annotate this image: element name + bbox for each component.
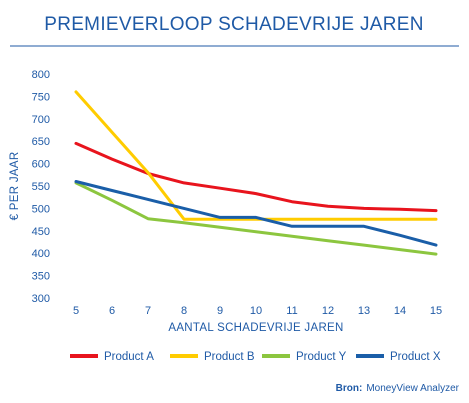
x-tick-label: 11: [286, 305, 297, 317]
series-line-product-b: [74, 90, 438, 221]
series-line-product-a: [74, 141, 438, 213]
x-tick-label: 6: [109, 305, 115, 317]
legend-label: Product X: [390, 351, 441, 363]
x-tick-label: 12: [322, 305, 334, 317]
y-tick-label: 350: [32, 271, 50, 283]
y-tick-label: 650: [32, 136, 50, 148]
legend-label: Product Y: [296, 351, 347, 363]
series-line-product-y: [74, 181, 438, 256]
x-axis-label: AANTAL SCHADEVRIJE JAREN: [168, 322, 343, 334]
x-tick-label: 5: [73, 305, 79, 317]
y-axis-ticks: 300 350 400 450 500 550 600 650 700 750 800: [32, 69, 50, 305]
y-tick-label: 700: [32, 114, 50, 126]
y-tick-label: 800: [32, 69, 50, 81]
x-axis-ticks: 5 6 7 8 9 10 11 12 13 14 15: [73, 305, 442, 317]
x-tick-label: 14: [394, 305, 406, 317]
x-tick-label: 8: [181, 305, 187, 317]
y-tick-label: 300: [32, 293, 50, 305]
x-tick-label: 10: [250, 305, 262, 317]
source-note: Bron: MoneyView Analyzer: [336, 383, 460, 394]
x-tick-label: 9: [217, 305, 223, 317]
series-lines: [74, 90, 438, 256]
source-text: MoneyView Analyzer: [366, 383, 459, 394]
y-tick-label: 600: [32, 159, 50, 171]
chart-title: PREMIEVERLOOP SCHADEVRIJE JAREN: [44, 14, 424, 35]
x-tick-label: 7: [145, 305, 151, 317]
x-tick-label: 13: [358, 305, 370, 317]
series-line-product-x: [74, 180, 438, 247]
y-tick-label: 450: [32, 226, 50, 238]
legend: Product A Product B Product Y Product X: [70, 351, 441, 363]
y-tick-label: 550: [32, 181, 50, 193]
legend-label: Product B: [204, 351, 255, 363]
source-label: Bron:: [336, 383, 363, 394]
y-axis-label: € PER JAAR: [9, 152, 21, 221]
legend-label: Product A: [104, 351, 154, 363]
y-tick-label: 500: [32, 203, 50, 215]
y-tick-label: 750: [32, 91, 50, 103]
x-tick-label: 15: [430, 305, 442, 317]
y-tick-label: 400: [32, 248, 50, 260]
